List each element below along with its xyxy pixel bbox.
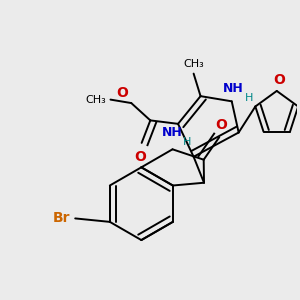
Text: Br: Br xyxy=(52,212,70,225)
Text: H: H xyxy=(245,93,253,103)
Text: O: O xyxy=(134,150,146,164)
Text: CH₃: CH₃ xyxy=(85,94,106,105)
Text: O: O xyxy=(274,74,286,88)
Text: NH: NH xyxy=(223,82,244,95)
Text: O: O xyxy=(215,118,227,132)
Text: H: H xyxy=(183,137,191,147)
Text: O: O xyxy=(117,86,128,100)
Text: CH₃: CH₃ xyxy=(183,59,204,70)
Text: NH: NH xyxy=(162,126,183,139)
